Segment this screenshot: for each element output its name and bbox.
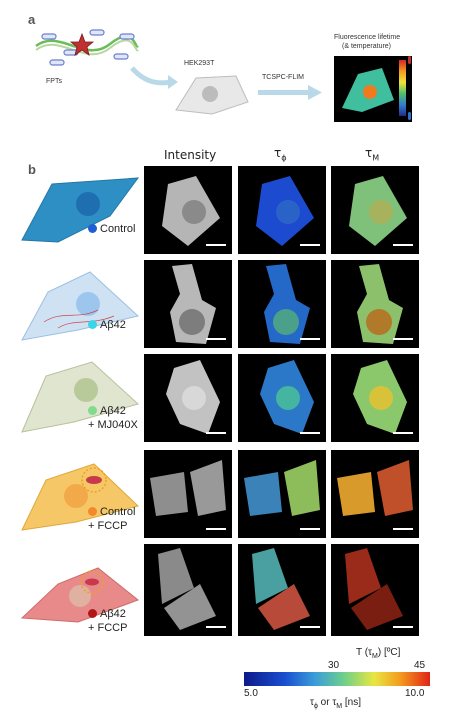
image-control-tau-phi [238,166,326,254]
image-abeta42-fccp-tau-m [331,544,419,636]
scale-bar [300,528,320,530]
colorbar-top-tick-30: 30 [328,660,340,671]
condition-dot [88,320,97,329]
image-abeta42-mj040x-tau-m [331,354,419,442]
thermometer-cold-icon [408,112,411,120]
readout-title-2: (& temperature) [342,43,392,50]
scale-bar [300,432,320,434]
cell-cartoon-control-fccp [21,463,139,531]
panel-a-letter: a [28,12,36,27]
readout-title-1: Fluorescence lifetime [334,34,401,41]
cell-line-label: HEK293T [184,60,215,67]
scale-bar [206,432,226,434]
star-icon [69,32,95,56]
colorbar-bottom-right: 10.0 [405,688,425,699]
image-control-fccp-tau-m [331,450,419,538]
colorbar-bottom-label: τϕ or τM [ns] [310,697,362,710]
image-abeta42-intensity [144,260,232,348]
cell-cartoon-abeta42-mj040x [21,361,140,433]
image-abeta42-mj040x-intensity [144,354,232,442]
mitochondrion-icon [85,578,99,586]
readout-colorbar [399,60,406,116]
arrow-1-icon [130,66,178,89]
scale-bar [300,338,320,340]
colorbar-top-title: T (τM) [ºC] [356,647,401,660]
scale-bar [300,244,320,246]
image-abeta42-tau-m [331,260,419,348]
row-label-abeta42-mj040x: Aβ42 + MJ040X [88,405,138,431]
colorbar-top-tick-45: 45 [414,660,426,671]
image-control-fccp-tau-phi [238,450,326,538]
condition-dot [88,224,97,233]
hek-cell-illustration [175,75,249,115]
condition-dot [88,406,97,415]
scale-bar [206,244,226,246]
scale-bar [393,528,413,530]
scale-bar [300,626,320,628]
row-label-control-fccp: Control + FCCP [88,506,136,532]
row-label-abeta42-fccp: Aβ42 + FCCP [88,608,128,634]
condition-dot [88,609,97,618]
image-control-fccp-intensity [144,450,232,538]
scale-bar [393,432,413,434]
arrow-2-icon [258,85,322,100]
image-control-tau-m [331,166,419,254]
scale-bar [393,626,413,628]
col-header-tau-phi: τϕ [274,146,287,163]
scale-bar [393,244,413,246]
cell-cartoon-control [21,177,140,243]
method-label: TCSPC-FLIM [262,74,304,81]
col-header-intensity: Intensity [164,148,217,162]
image-abeta42-fccp-tau-phi [238,544,326,636]
scale-bar [206,626,226,628]
condition-dot [88,507,97,516]
image-abeta42-fccp-intensity [144,544,232,636]
row-label-control: Control [88,222,135,236]
fpts-illustration [35,29,140,66]
row-label-abeta42: Aβ42 [88,318,126,332]
thermometer-hot-icon [408,56,411,64]
image-abeta42-tau-phi [238,260,326,348]
image-control-intensity [144,166,232,254]
colorbar-gradient [244,672,430,686]
scale-bar [206,528,226,530]
col-header-tau-m: τM [365,146,380,163]
panel-b-letter: b [28,162,36,177]
scale-bar [393,338,413,340]
cell-cartoon-abeta42 [21,271,140,341]
fpts-label: FPTs [46,78,62,85]
mitochondrion-icon [86,476,102,484]
cell-cartoon-abeta42-fccp [20,567,140,623]
colorbar-bottom-left: 5.0 [244,688,258,699]
scale-bar [206,338,226,340]
image-abeta42-mj040x-tau-phi [238,354,326,442]
